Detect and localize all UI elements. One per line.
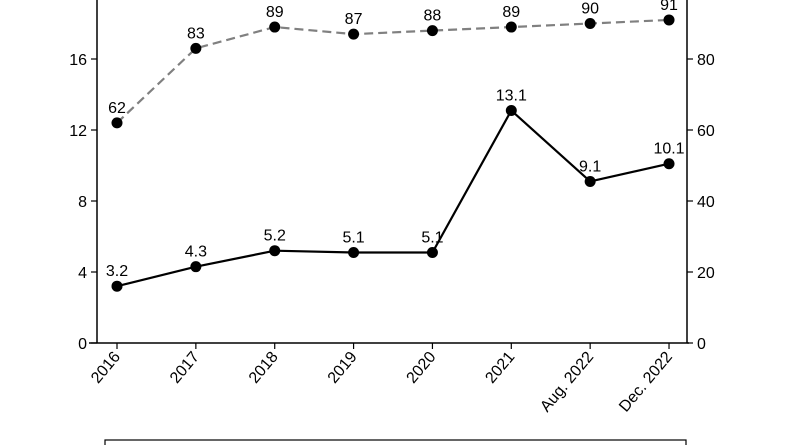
x-tick-label: 2020 [404, 349, 440, 387]
data-point [348, 28, 360, 40]
left-tick-label: 0 [78, 336, 87, 353]
x-tick-label: Dec. 2022 [616, 349, 676, 416]
series-line-0 [116, 108, 670, 288]
data-point [505, 21, 517, 33]
right-tick-label: 40 [697, 194, 715, 211]
right-tick-label: 60 [697, 123, 715, 140]
right-tick-label: 20 [697, 265, 715, 282]
right-tick-label: 80 [697, 52, 715, 69]
data-point [426, 25, 438, 37]
data-point [663, 158, 675, 170]
series-line-1 [116, 18, 670, 124]
data-label: 89 [502, 4, 520, 21]
x-tick-label: 2019 [325, 349, 361, 387]
data-label: 90 [581, 1, 599, 18]
x-tick-label: 2018 [246, 349, 282, 387]
data-label: 87 [345, 11, 363, 28]
data-label: 5.2 [264, 228, 286, 245]
data-label: 13.1 [496, 87, 527, 104]
data-label: 62 [108, 100, 126, 117]
data-label: 3.2 [106, 263, 128, 280]
left-tick-label: 16 [69, 52, 87, 69]
data-point [584, 18, 596, 29]
data-point [190, 42, 202, 54]
data-label: 88 [424, 8, 442, 25]
data-label: 10.1 [653, 141, 684, 158]
data-point [111, 280, 123, 292]
data-label: 5.1 [421, 229, 443, 246]
data-label: 5.1 [342, 229, 364, 246]
data-point [505, 104, 517, 116]
data-label: 91 [660, 0, 678, 14]
right-tick-label: 0 [697, 336, 706, 353]
x-tick-label: 2021 [482, 349, 518, 387]
x-tick-label: 2016 [88, 349, 124, 387]
data-label: 89 [266, 4, 284, 21]
data-point [426, 246, 438, 258]
left-tick-label: 12 [69, 123, 87, 140]
x-tick-label: 2017 [167, 349, 203, 387]
left-tick-label: 4 [78, 265, 87, 282]
data-point [269, 21, 281, 33]
data-label: 4.3 [185, 244, 207, 261]
legend-box [104, 439, 687, 445]
data-point [584, 175, 596, 187]
left-tick-label: 8 [78, 194, 87, 211]
data-label: 9.1 [579, 158, 601, 175]
data-point [348, 246, 360, 258]
data-point [190, 261, 202, 273]
data-point [111, 117, 123, 129]
data-point [663, 14, 675, 26]
data-point [269, 245, 281, 257]
data-label: 83 [187, 25, 205, 42]
x-tick-label: Aug. 2022 [537, 349, 597, 416]
